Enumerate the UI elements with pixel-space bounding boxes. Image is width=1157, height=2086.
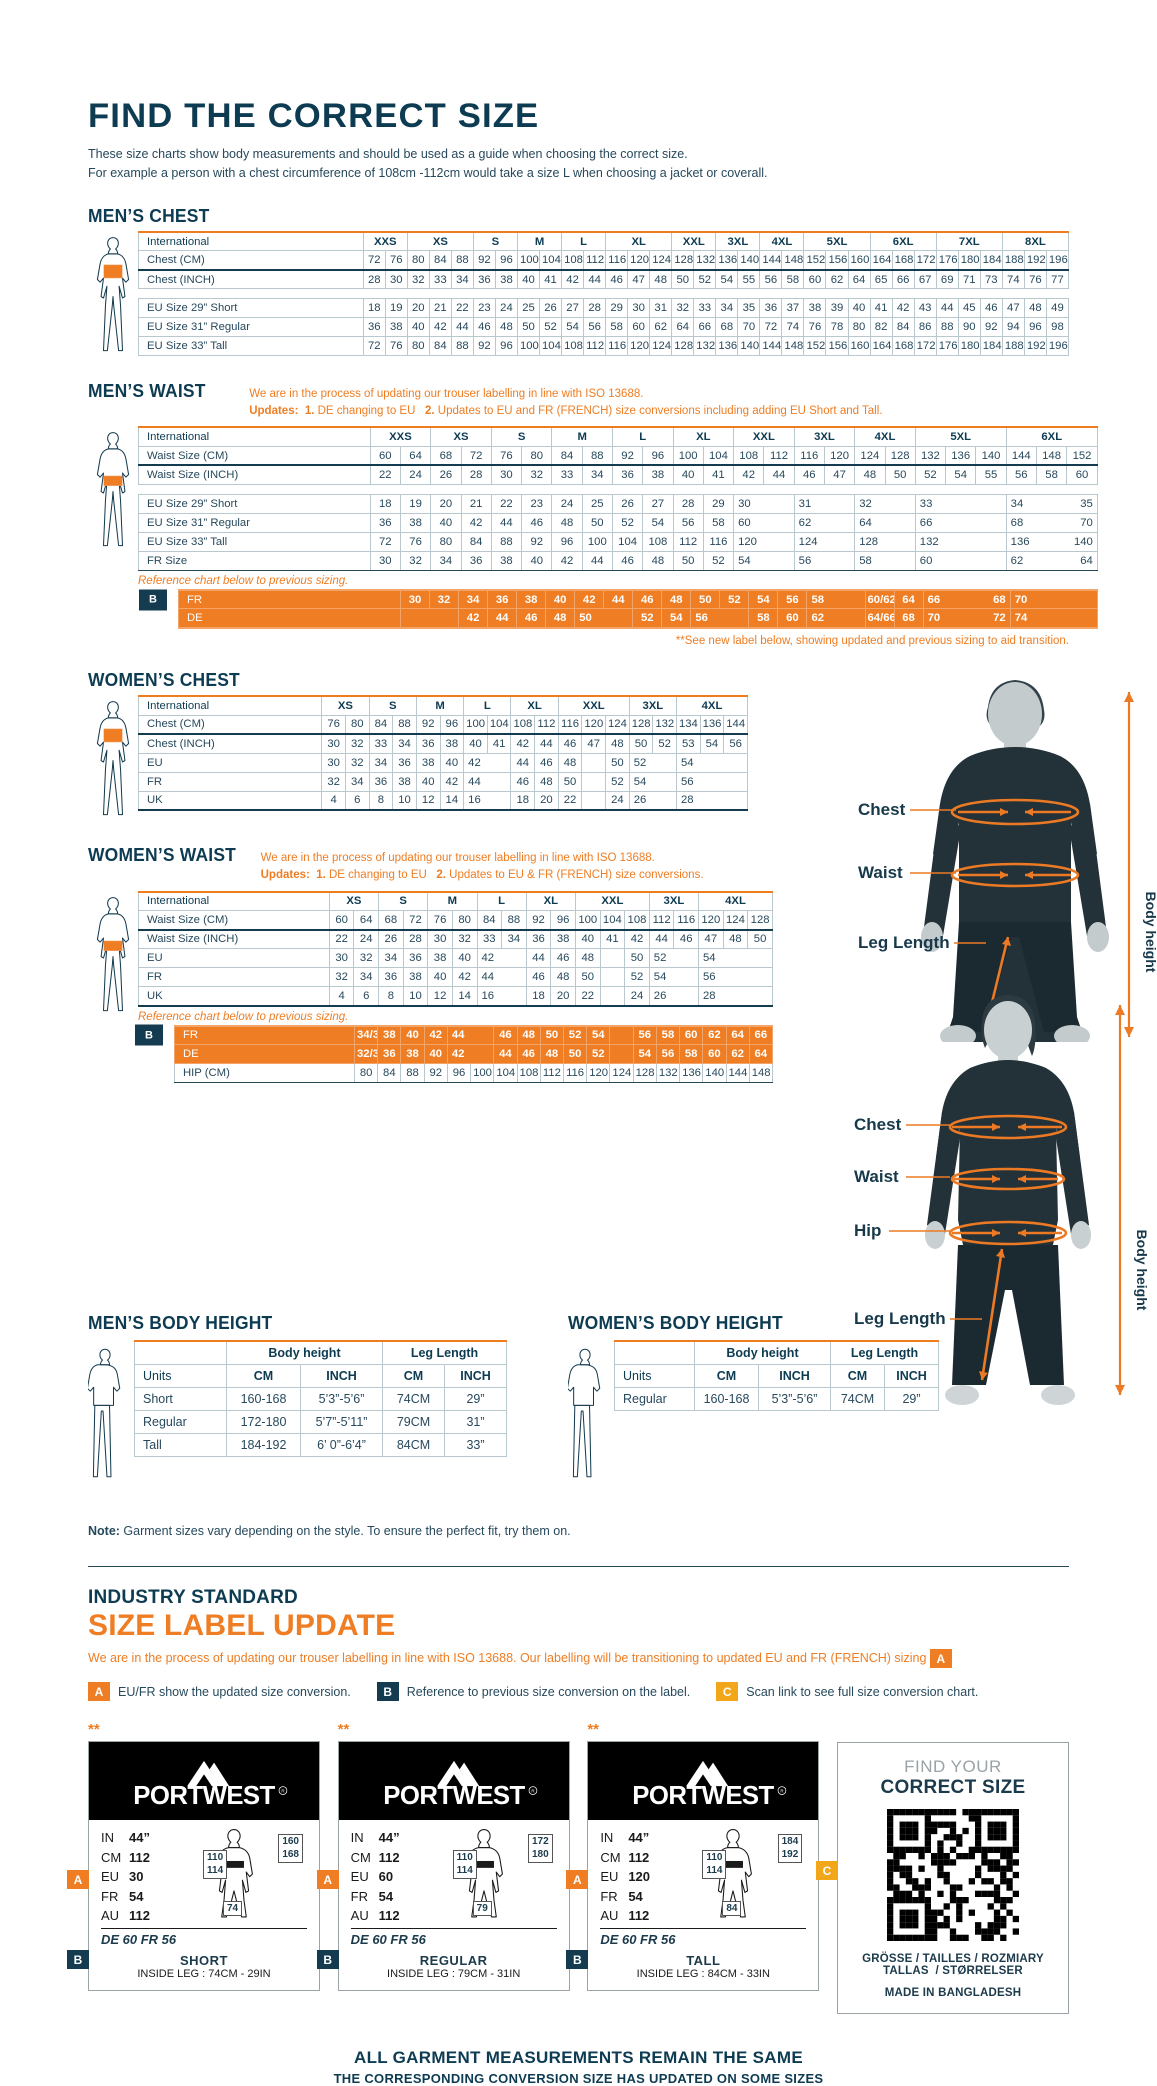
svg-text:PORTWEST: PORTWEST — [383, 1782, 525, 1809]
svg-text:R: R — [781, 1789, 785, 1794]
svg-text:Hip: Hip — [854, 1221, 881, 1240]
svg-text:Leg Length: Leg Length — [858, 933, 950, 952]
svg-text:PORTWEST: PORTWEST — [633, 1782, 775, 1809]
svg-text:Body height: Body height — [1134, 1230, 1150, 1311]
svg-text:R: R — [531, 1789, 535, 1794]
svg-text:Chest: Chest — [858, 800, 906, 819]
svg-text:Body height: Body height — [1143, 892, 1157, 973]
svg-text:Waist: Waist — [858, 863, 903, 882]
svg-text:Chest: Chest — [854, 1115, 902, 1134]
svg-text:PORTWEST: PORTWEST — [133, 1782, 275, 1809]
svg-text:Waist: Waist — [854, 1167, 899, 1186]
svg-text:R: R — [281, 1789, 285, 1794]
